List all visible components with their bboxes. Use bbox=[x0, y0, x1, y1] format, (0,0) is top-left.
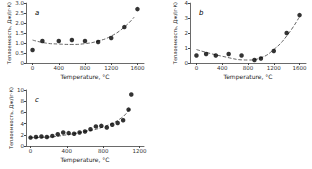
svg-text:1200: 1200 bbox=[132, 148, 146, 154]
svg-text:Temperature, °C: Temperature, °C bbox=[59, 73, 109, 81]
svg-text:a: a bbox=[35, 9, 39, 17]
svg-text:3.0: 3.0 bbox=[15, 0, 24, 6]
svg-text:0: 0 bbox=[29, 148, 33, 154]
svg-text:2: 2 bbox=[21, 132, 25, 138]
svg-text:1.0: 1.0 bbox=[15, 40, 24, 46]
svg-text:b: b bbox=[199, 9, 204, 17]
svg-text:Теплоемкость, Дж/(г·К): Теплоемкость, Дж/(г·К) bbox=[8, 87, 14, 150]
svg-text:0: 0 bbox=[21, 60, 25, 66]
svg-text:1600: 1600 bbox=[293, 65, 307, 71]
svg-text:4: 4 bbox=[21, 121, 25, 127]
svg-text:1600: 1600 bbox=[130, 65, 144, 71]
svg-text:10: 10 bbox=[17, 87, 24, 93]
svg-text:0.5: 0.5 bbox=[15, 50, 24, 56]
svg-text:c: c bbox=[35, 96, 39, 104]
svg-text:0: 0 bbox=[185, 60, 189, 66]
svg-text:1200: 1200 bbox=[104, 65, 118, 71]
svg-text:0: 0 bbox=[31, 65, 35, 71]
svg-text:Теплоемкость, Дж/(г·К): Теплоемкость, Дж/(г·К) bbox=[6, 2, 12, 65]
svg-text:Temperature, °C: Temperature, °C bbox=[59, 156, 109, 164]
svg-text:400: 400 bbox=[62, 148, 73, 154]
svg-text:2.0: 2.0 bbox=[15, 20, 24, 26]
svg-text:800: 800 bbox=[98, 148, 109, 154]
svg-text:2: 2 bbox=[185, 30, 189, 36]
svg-text:Теплоемкость, Дж/(г·К): Теплоемкость, Дж/(г·К) bbox=[172, 2, 178, 65]
svg-text:0: 0 bbox=[21, 143, 25, 149]
svg-text:400: 400 bbox=[217, 65, 228, 71]
svg-text:1200: 1200 bbox=[267, 65, 281, 71]
svg-text:2.5: 2.5 bbox=[15, 10, 24, 16]
svg-text:1.5: 1.5 bbox=[15, 30, 24, 36]
svg-text:1: 1 bbox=[185, 45, 189, 51]
svg-text:800: 800 bbox=[243, 65, 254, 71]
svg-text:0: 0 bbox=[195, 65, 199, 71]
svg-text:800: 800 bbox=[80, 65, 91, 71]
svg-text:3: 3 bbox=[185, 15, 189, 21]
svg-text:6: 6 bbox=[21, 109, 25, 115]
svg-text:4: 4 bbox=[185, 0, 189, 6]
svg-text:Temperature, °C: Temperature, °C bbox=[222, 73, 272, 81]
svg-text:400: 400 bbox=[54, 65, 65, 71]
svg-text:8: 8 bbox=[21, 98, 25, 104]
